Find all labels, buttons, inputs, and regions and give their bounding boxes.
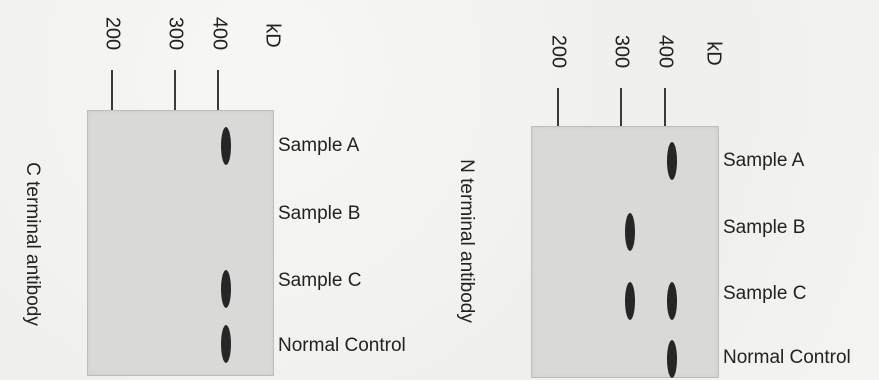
- left-gel: [87, 110, 274, 376]
- right-sample-label-a: Sample A: [723, 150, 805, 171]
- right-marker-300: 300: [610, 34, 633, 69]
- right-sample-label-b: Sample B: [723, 217, 806, 238]
- right-sample-label-c: Sample C: [723, 283, 807, 304]
- right-band-sample-c-300: [625, 282, 635, 320]
- right-gel: [531, 126, 719, 378]
- left-sample-label-c: Sample C: [278, 270, 362, 291]
- left-unit-label: kD: [261, 23, 284, 48]
- left-sample-label-a: Sample A: [278, 135, 360, 156]
- left-band-normal-control-400: [221, 325, 231, 363]
- right-tick-400: [664, 88, 666, 126]
- right-antibody-label: N terminal antibody: [456, 159, 477, 323]
- right-band-normal-control-400: [667, 340, 677, 378]
- left-marker-200: 200: [101, 16, 124, 51]
- right-band-sample-c-400: [667, 282, 677, 320]
- right-band-sample-b-300: [625, 213, 635, 251]
- left-antibody-label: C terminal antibody: [22, 162, 43, 326]
- right-marker-200: 200: [547, 34, 570, 69]
- left-tick-200: [111, 70, 113, 111]
- left-marker-400: 400: [208, 16, 231, 51]
- right-unit-label: kD: [702, 41, 725, 66]
- left-tick-400: [217, 70, 219, 111]
- right-sample-label-normal-control: Normal Control: [723, 347, 851, 368]
- left-sample-label-b: Sample B: [278, 203, 361, 224]
- left-tick-300: [174, 70, 176, 111]
- right-band-sample-a-400: [667, 142, 677, 180]
- left-marker-300: 300: [164, 16, 187, 51]
- left-sample-label-normal-control: Normal Control: [278, 335, 406, 356]
- right-marker-400: 400: [654, 34, 677, 69]
- right-tick-300: [620, 88, 622, 126]
- right-tick-200: [557, 88, 559, 126]
- left-band-sample-a-400: [221, 127, 231, 165]
- left-band-sample-c-400: [221, 270, 231, 308]
